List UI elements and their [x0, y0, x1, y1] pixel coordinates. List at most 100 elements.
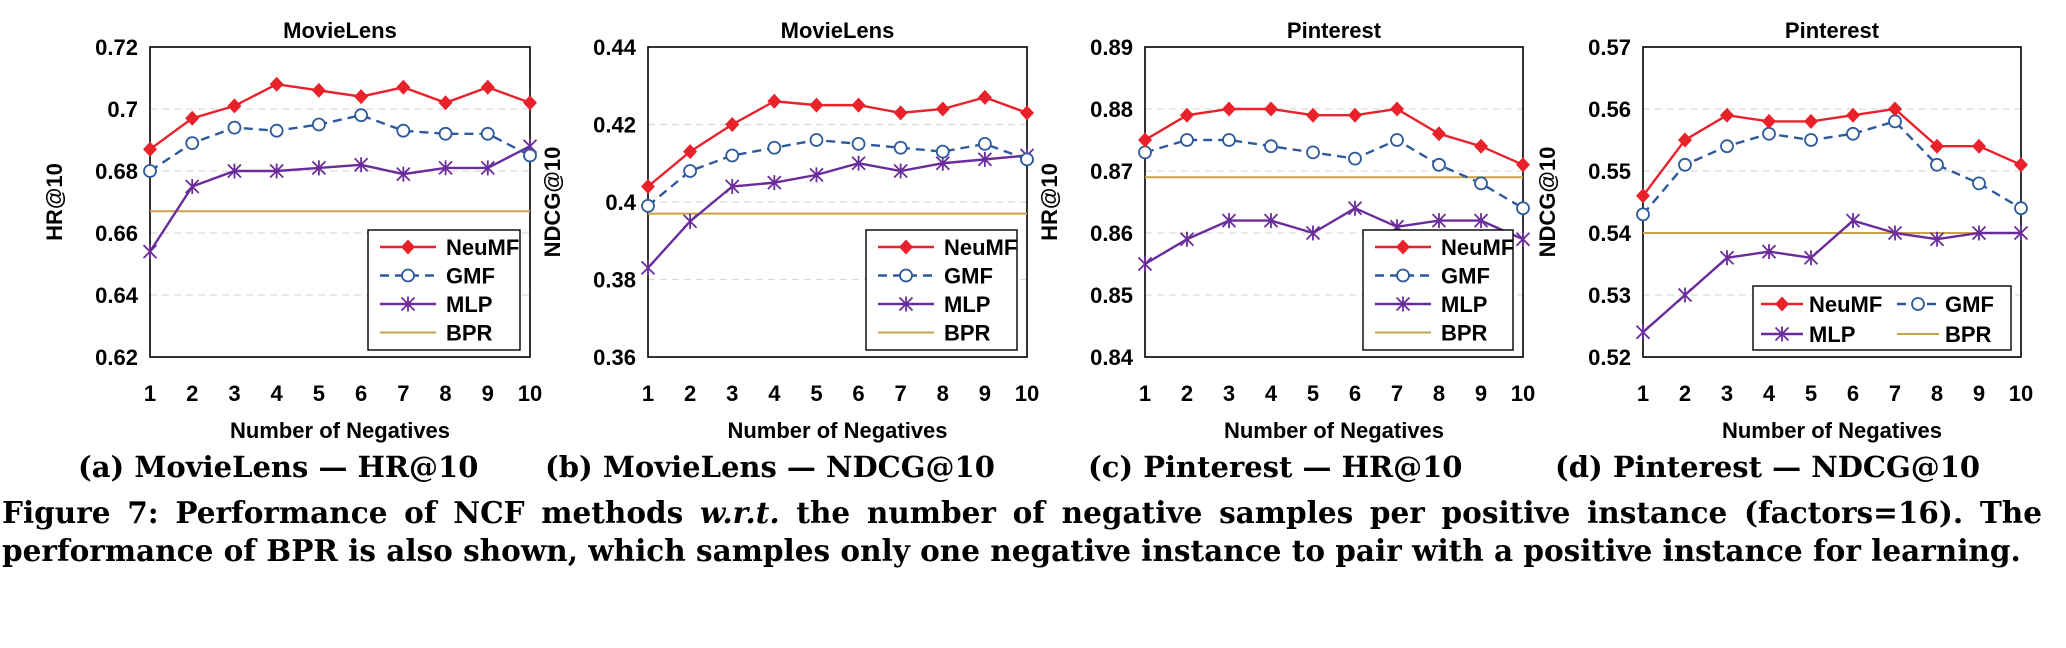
data-point: [1222, 133, 1236, 147]
series-line: [1642, 107, 2022, 197]
legend-marker: [401, 239, 415, 255]
legend-label: BPR: [1441, 321, 1488, 346]
data-point: [185, 136, 200, 151]
legend-marker: [1911, 297, 1925, 311]
data-point: [1761, 244, 1777, 260]
data-point: [1888, 101, 1902, 117]
x-tick-label: 6: [1349, 381, 1361, 406]
y-tick-label: 0.54: [1588, 221, 1632, 246]
data-point: [1930, 138, 1944, 154]
data-point: [1263, 213, 1279, 229]
x-tick-label: 9: [1475, 381, 1487, 406]
y-axis-label: HR@10: [1037, 163, 1062, 241]
y-axis-label: NDCG@10: [540, 147, 565, 258]
y-tick-label: 0.86: [1090, 221, 1133, 246]
data-point: [1264, 139, 1278, 154]
data-point: [1971, 225, 1987, 241]
data-point: [935, 101, 950, 117]
legend-marker: [899, 268, 913, 283]
x-tick-label: 1: [1139, 381, 1151, 406]
data-point: [1635, 324, 1651, 340]
figure-caption-text-1: Performance of NCF methods: [175, 495, 684, 530]
data-point: [1636, 207, 1650, 222]
series-neumf: [143, 76, 537, 157]
data-point: [1432, 157, 1446, 172]
x-tick-label: 5: [810, 381, 822, 406]
series-neumf: [1636, 101, 2028, 204]
data-point: [851, 155, 866, 171]
data-point: [354, 108, 369, 123]
data-point: [1516, 157, 1530, 173]
x-axis-label: Number of Negatives: [1722, 418, 1942, 443]
data-point: [1180, 107, 1194, 123]
y-axis-label: NDCG@10: [1535, 147, 1560, 258]
data-point: [354, 89, 369, 105]
y-tick-label: 0.88: [1090, 97, 1133, 122]
data-point: [1678, 132, 1692, 148]
legend-label: NeuMF: [1809, 292, 1882, 317]
data-point: [1264, 101, 1278, 117]
series-neumf: [1138, 101, 1530, 173]
y-tick-label: 0.55: [1588, 159, 1631, 184]
series-line: [149, 113, 531, 173]
data-point: [1636, 188, 1650, 204]
legend-label: GMF: [446, 264, 495, 289]
data-point: [1222, 101, 1236, 117]
data-point: [353, 157, 369, 173]
x-tick-label: 4: [1763, 381, 1776, 406]
data-point: [851, 136, 866, 151]
y-axis-label: HR@10: [42, 163, 67, 241]
data-point: [725, 117, 740, 132]
y-tick-label: 0.53: [1588, 283, 1631, 308]
x-tick-label: 10: [518, 381, 542, 406]
series-line: [647, 138, 1028, 207]
figure-caption-label: Figure 7:: [2, 495, 159, 530]
data-point: [893, 105, 908, 121]
x-tick-label: 4: [1265, 381, 1278, 406]
data-point: [2014, 157, 2028, 173]
y-tick-label: 0.57: [1588, 35, 1631, 60]
series-line: [647, 96, 1028, 188]
data-point: [1138, 132, 1152, 148]
y-tick-label: 0.72: [95, 35, 138, 60]
legend-marker: [899, 239, 913, 255]
y-tick-label: 0.64: [95, 283, 139, 308]
series-mlp: [640, 148, 1035, 276]
x-tick-label: 10: [1015, 381, 1039, 406]
data-point: [1348, 151, 1362, 166]
x-tick-label: 7: [1391, 381, 1403, 406]
data-point: [809, 133, 824, 147]
data-point: [269, 76, 284, 92]
x-tick-label: 10: [2009, 381, 2033, 406]
data-point: [1179, 231, 1195, 247]
x-axis-label: Number of Negatives: [727, 418, 947, 443]
legend-label: MLP: [446, 292, 492, 317]
series-line: [1642, 219, 2021, 334]
series-line: [149, 82, 531, 151]
x-tick-label: 5: [1307, 381, 1319, 406]
data-point: [1762, 126, 1776, 141]
figure-charts: 0.62 0.64 0.66 0.68 0.7 0.72 1 2 3 4 5 6 7 8 9 10 MovieL…: [42, 18, 2033, 443]
x-tick-label: 3: [228, 381, 240, 406]
x-tick-label: 2: [1181, 381, 1193, 406]
series-line: [1144, 107, 1524, 166]
data-point: [641, 198, 655, 213]
data-point: [1720, 139, 1734, 154]
data-point: [1137, 256, 1153, 272]
y-tick-label: 0.87: [1090, 159, 1133, 184]
x-tick-label: 9: [979, 381, 991, 406]
data-point: [438, 126, 453, 141]
data-point: [1804, 113, 1818, 129]
x-tick-label: 1: [144, 381, 156, 406]
data-point: [682, 213, 698, 229]
data-point: [767, 140, 782, 155]
data-point: [142, 244, 158, 260]
data-point: [725, 179, 740, 194]
x-tick-label: 7: [397, 381, 409, 406]
data-point: [1845, 213, 1861, 229]
data-point: [1930, 157, 1944, 172]
x-axis-label: Number of Negatives: [1224, 418, 1444, 443]
data-point: [1887, 225, 1903, 241]
legend-marker: [1396, 268, 1410, 283]
data-point: [1678, 157, 1692, 172]
